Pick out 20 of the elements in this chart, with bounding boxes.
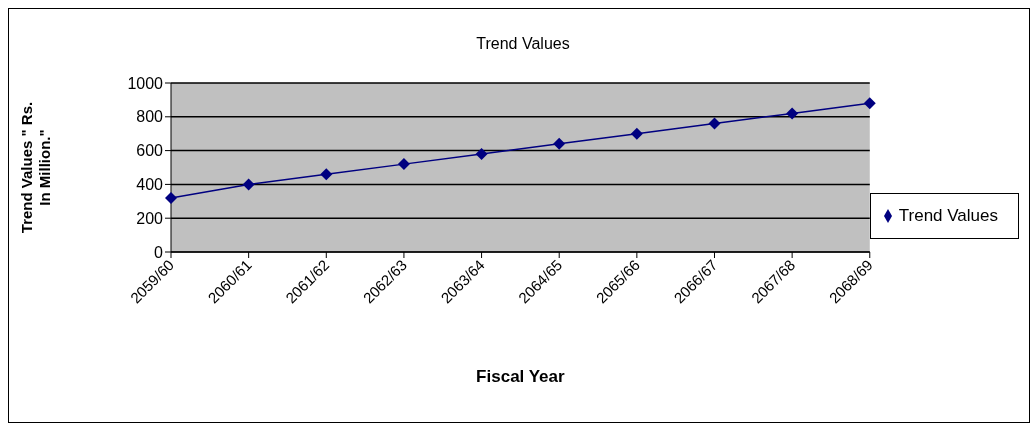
y-tick-label: 800 [136, 108, 164, 126]
y-axis-title: Trend Values " Rs. In Million." [18, 101, 53, 234]
chart-title: Trend Values [476, 35, 570, 52]
y-tick-label: 600 [136, 142, 164, 160]
point [863, 97, 876, 110]
y-tick-label: 200 [136, 209, 164, 227]
point [786, 107, 799, 120]
y-tick-label: 1000 [127, 74, 164, 92]
point [397, 158, 410, 171]
point [553, 137, 566, 150]
point [630, 127, 643, 140]
point [320, 168, 333, 181]
x-axis-title: Fiscal Year [476, 367, 566, 386]
y-tick-label: 400 [136, 176, 164, 194]
point [475, 147, 488, 160]
y-tick-label: 0 [154, 243, 164, 261]
point [242, 178, 255, 191]
legend-label: Trend Values [898, 205, 998, 225]
point [165, 191, 177, 204]
point [708, 117, 721, 130]
